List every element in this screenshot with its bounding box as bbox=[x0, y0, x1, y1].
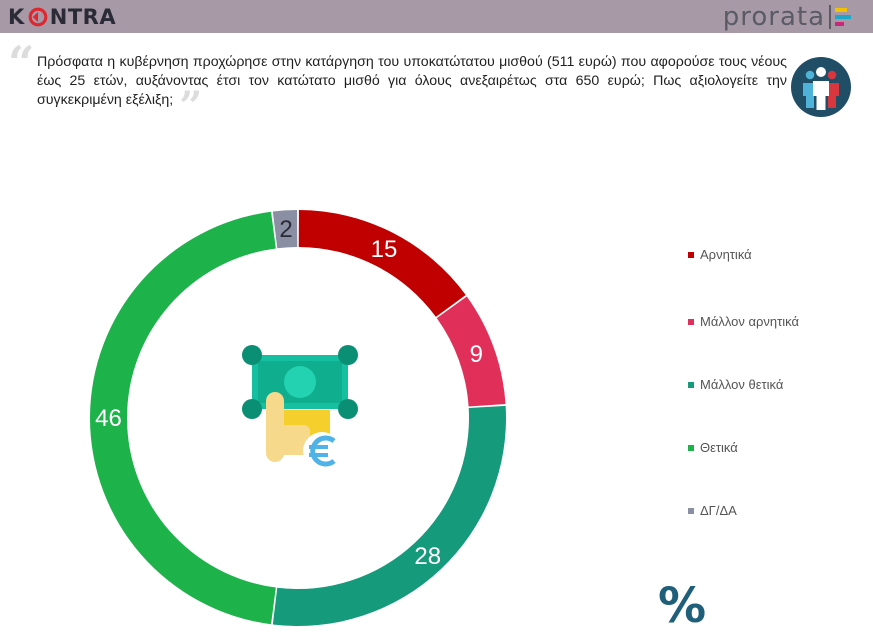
donut-slice bbox=[272, 210, 298, 249]
prorata-logo-mark-icon bbox=[835, 7, 851, 26]
quote-open-icon: “ bbox=[8, 36, 35, 90]
prorata-logo-divider bbox=[829, 4, 831, 29]
legend-label: Μάλλον αρνητικά bbox=[700, 314, 800, 329]
legend-label: Θετικά bbox=[700, 440, 738, 455]
legend-label: ΔΓ/ΔΑ bbox=[700, 503, 737, 518]
legend-item-0: Αρνητικά bbox=[688, 247, 752, 262]
donut-slice bbox=[436, 296, 506, 407]
question-text: Πρόσφατα η κυβέρνηση προχώρησε στην κατά… bbox=[37, 54, 787, 130]
legend-swatch bbox=[688, 251, 694, 258]
prorata-logo: prorata bbox=[723, 0, 851, 33]
slice-value-label: 15 bbox=[371, 236, 398, 263]
slice-value-label: 2 bbox=[279, 216, 292, 243]
money-hand-euro-icon bbox=[242, 345, 358, 470]
legend-item-3: Θετικά bbox=[688, 440, 738, 455]
kontra-logo-rest: NTRA bbox=[49, 5, 117, 29]
kontra-logo-letter-k: K bbox=[8, 5, 25, 29]
legend-label: Μάλλον θετικά bbox=[700, 377, 784, 392]
legend-swatch bbox=[688, 318, 694, 325]
slice-value-label: 9 bbox=[470, 341, 483, 368]
legend-swatch bbox=[688, 507, 694, 514]
prorata-logo-text: prorata bbox=[722, 1, 825, 32]
legend-label: Αρνητικά bbox=[700, 247, 752, 262]
kontra-logo: K NTRA bbox=[8, 4, 116, 30]
donut-slice bbox=[272, 405, 506, 626]
header-bar bbox=[0, 0, 873, 33]
kontra-logo-o-icon bbox=[28, 7, 48, 27]
donut-slice bbox=[89, 211, 276, 625]
slice-value-label: 46 bbox=[95, 405, 122, 432]
donut-slice bbox=[298, 210, 466, 317]
legend-swatch bbox=[688, 381, 694, 388]
legend-item-2: Μάλλον θετικά bbox=[688, 377, 783, 392]
question-body: Πρόσφατα η κυβέρνηση προχώρησε στην κατά… bbox=[37, 54, 787, 108]
people-icon bbox=[791, 57, 851, 117]
legend-swatch bbox=[688, 444, 694, 451]
legend-item-1: Μάλλον αρνητικά bbox=[688, 314, 799, 329]
percent-unit-label: % bbox=[658, 578, 707, 634]
legend-item-4: ΔΓ/ΔΑ bbox=[688, 503, 737, 518]
slice-value-label: 28 bbox=[414, 543, 441, 570]
